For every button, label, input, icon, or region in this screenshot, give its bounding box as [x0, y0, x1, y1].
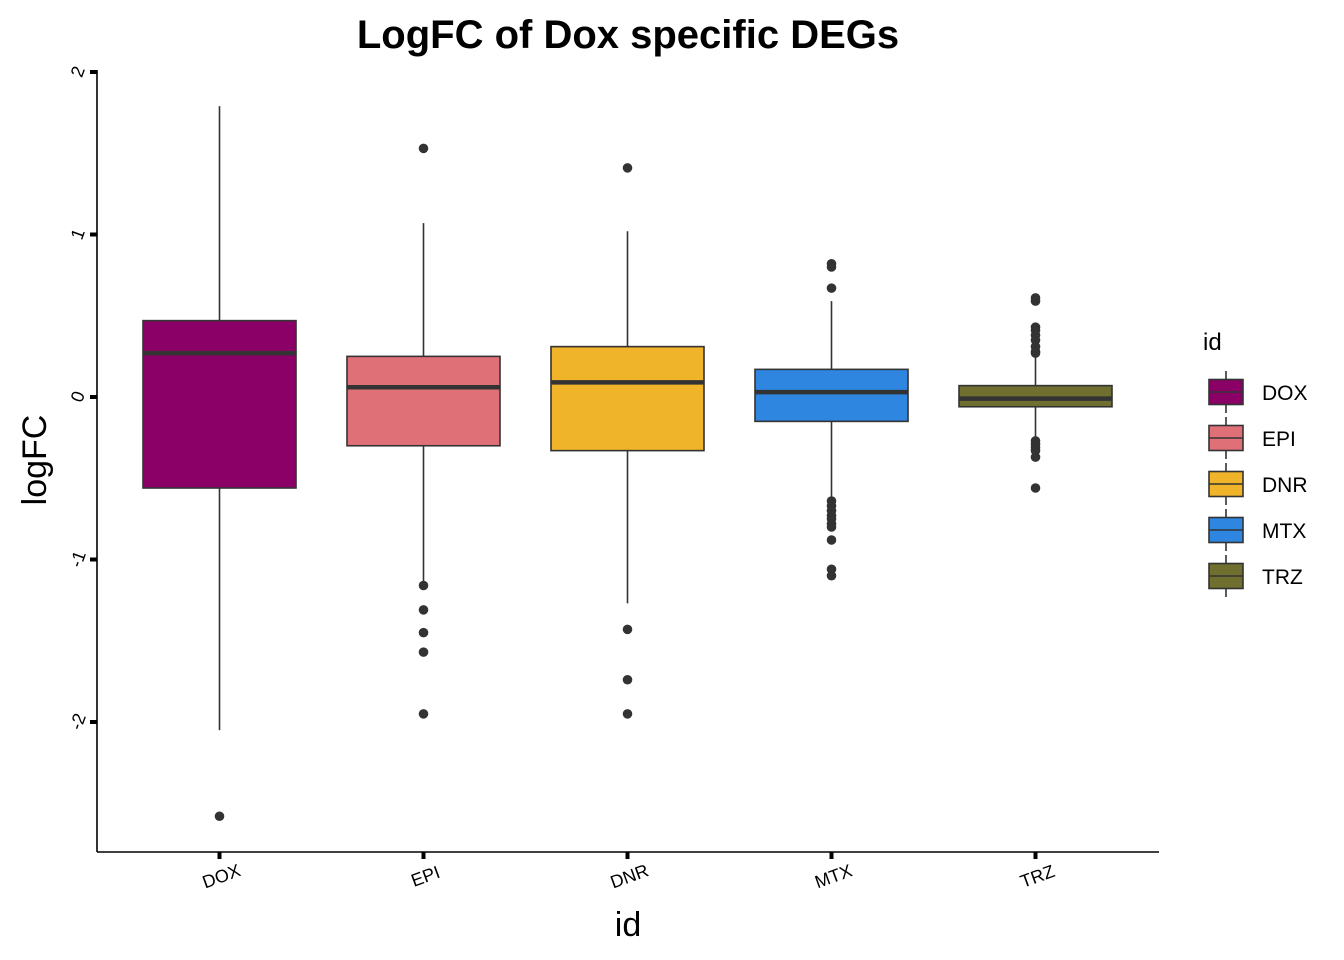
outlier-point	[214, 811, 225, 822]
outlier-point	[826, 570, 837, 581]
outlier-point	[418, 605, 429, 615]
y-tick-label: -2	[66, 711, 90, 733]
legend-item-trz: TRZ	[1208, 555, 1303, 597]
box-dox	[142, 106, 297, 822]
box-body	[958, 384, 1113, 408]
outlier-point	[1030, 348, 1041, 358]
outlier-point	[826, 522, 837, 532]
outlier-point	[622, 624, 633, 635]
outlier-point	[1030, 296, 1041, 306]
x-tick-label: EPI	[408, 862, 442, 891]
outlier-point	[1030, 483, 1041, 493]
x-axis-title: id	[615, 906, 641, 944]
legend: id DOX EPI DNR MTX TRZ	[1203, 329, 1308, 597]
box-trz	[958, 293, 1113, 493]
chart-title: LogFC of Dox specific DEGs	[357, 13, 899, 57]
outlier-point	[622, 163, 633, 173]
legend-item-dox: DOX	[1208, 371, 1308, 413]
plot-area: -2 -1 0 1 2 DOX EPI DNR MTX TRZ	[66, 63, 1113, 892]
outlier-point	[826, 262, 837, 272]
legend-label: DOX	[1262, 382, 1308, 405]
y-tick-label: 2	[67, 63, 89, 79]
legend-label: EPI	[1262, 428, 1296, 451]
x-tick-label: DNR	[608, 860, 651, 892]
y-tick-label: -1	[66, 548, 90, 570]
outlier-point	[418, 580, 429, 591]
box-mtx	[754, 258, 909, 581]
box-epi	[346, 143, 501, 719]
box-body	[754, 368, 909, 423]
y-axis-title: logFC	[16, 415, 54, 506]
legend-label: DNR	[1262, 474, 1308, 497]
outlier-point	[418, 709, 429, 719]
outlier-point	[1030, 452, 1041, 462]
box-body	[346, 355, 501, 447]
y-tick-label: 1	[67, 226, 89, 242]
outlier-point	[622, 709, 633, 719]
x-tick-label: TRZ	[1018, 861, 1058, 892]
outlier-point	[418, 627, 429, 638]
legend-item-mtx: MTX	[1208, 509, 1306, 551]
outlier-point	[826, 283, 837, 293]
outlier-point	[622, 674, 633, 685]
legend-item-epi: EPI	[1208, 417, 1296, 459]
legend-item-dnr: DNR	[1208, 463, 1308, 505]
x-tick-label: DOX	[200, 860, 244, 892]
outlier-point	[418, 647, 429, 657]
legend-title: id	[1203, 329, 1222, 356]
legend-label: MTX	[1262, 520, 1306, 543]
box-body	[142, 319, 297, 489]
outlier-point	[826, 535, 837, 545]
y-tick-label: 0	[67, 388, 89, 404]
legend-label: TRZ	[1262, 566, 1303, 589]
x-tick-label: MTX	[812, 860, 855, 892]
outlier-point	[418, 143, 429, 154]
box-dnr	[550, 163, 705, 719]
box-body	[550, 345, 705, 452]
